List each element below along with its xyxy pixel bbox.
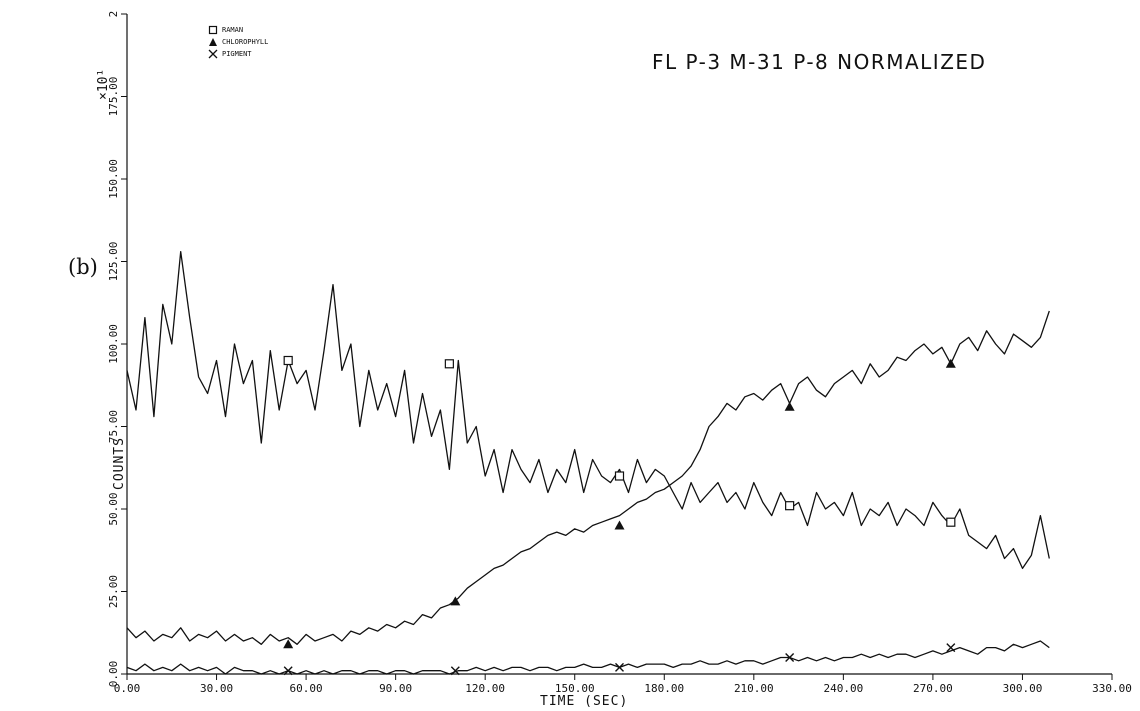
legend-entry-raman: RAMAN bbox=[208, 24, 268, 36]
y-tick-label: 75.00 bbox=[107, 410, 120, 443]
x-tick-label: 270.00 bbox=[913, 682, 953, 695]
x-tick-label: 30.00 bbox=[200, 682, 233, 695]
x-tick-label: 90.00 bbox=[379, 682, 412, 695]
x-tick-label: 180.00 bbox=[644, 682, 684, 695]
x-tick-label: 60.00 bbox=[290, 682, 323, 695]
x-tick-label: 210.00 bbox=[734, 682, 774, 695]
triangle-marker bbox=[283, 639, 294, 649]
y-axis-multiplier: ×10¹ bbox=[96, 68, 111, 100]
y-tick-label: 175.00 bbox=[107, 77, 120, 117]
y-tick-label: 0.00 bbox=[107, 661, 120, 688]
square-marker bbox=[444, 359, 454, 369]
chart-axes bbox=[126, 14, 1112, 675]
y-tick-label: 2 bbox=[107, 11, 120, 18]
x-axis-label: TIME (SEC) bbox=[540, 694, 629, 709]
y-axis-ticks: 0.00 25.00 50.00 75.00 100.00 125.00 150.00 175… bbox=[107, 11, 127, 688]
y-tick-label: 100.00 bbox=[107, 324, 120, 364]
square-marker bbox=[785, 501, 795, 511]
square-marker-icon bbox=[208, 25, 218, 35]
x-axis-ticks: 0.00 30.00 60.00 90.00 120.00 150.00 180.00 210… bbox=[114, 674, 1132, 695]
triangle-marker bbox=[945, 358, 956, 368]
triangle-marker bbox=[614, 520, 625, 530]
x-marker bbox=[946, 643, 956, 653]
x-tick-label: 0.00 bbox=[114, 682, 141, 695]
y-axis-label: COUNTS bbox=[112, 437, 127, 490]
series-line-raman bbox=[126, 250, 1050, 570]
series-layer bbox=[126, 250, 1050, 675]
chart-legend: RAMAN CHLOROPHYLL PIGMENT bbox=[208, 24, 268, 60]
square-marker bbox=[946, 517, 956, 527]
x-marker-icon bbox=[208, 49, 218, 59]
square-marker bbox=[283, 355, 293, 366]
panel-label: (b) bbox=[68, 255, 98, 279]
x-tick-label: 240.00 bbox=[823, 682, 863, 695]
legend-label-chlorophyll: CHLOROPHYLL bbox=[222, 38, 269, 46]
x-marker bbox=[785, 653, 795, 662]
chart-title: FL P-3 M-31 P-8 NORMALIZED bbox=[652, 50, 987, 74]
legend-entry-chlorophyll: CHLOROPHYLL bbox=[208, 36, 268, 48]
triangle-marker bbox=[450, 596, 461, 606]
series-line-chlorophyll bbox=[126, 310, 1050, 645]
x-tick-label: 300.00 bbox=[1003, 682, 1043, 695]
y-tick-label: 25.00 bbox=[107, 575, 120, 608]
square-marker bbox=[614, 471, 625, 481]
legend-entry-pigment: PIGMENT bbox=[208, 48, 268, 60]
legend-label-pigment: PIGMENT bbox=[222, 50, 252, 58]
triangle-marker bbox=[784, 401, 795, 411]
x-marker bbox=[615, 662, 624, 672]
x-marker bbox=[450, 666, 460, 676]
series-line-pigment bbox=[126, 640, 1050, 675]
x-tick-label: 150.00 bbox=[555, 682, 595, 695]
y-tick-label: 50.00 bbox=[107, 492, 120, 525]
x-tick-label: 330.00 bbox=[1092, 682, 1132, 695]
y-tick-label: 125.00 bbox=[107, 242, 120, 282]
marker-layer bbox=[283, 355, 956, 676]
y-tick-label: 150.00 bbox=[107, 159, 120, 199]
x-marker bbox=[283, 666, 293, 676]
triangle-marker-icon bbox=[209, 38, 217, 46]
legend-label-raman: RAMAN bbox=[222, 26, 244, 34]
x-tick-label: 120.00 bbox=[465, 682, 505, 695]
